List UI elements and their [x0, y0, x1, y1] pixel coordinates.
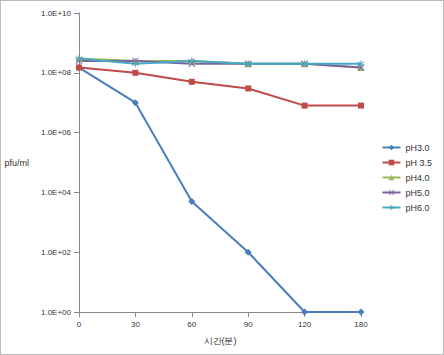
svg-text:90: 90	[244, 320, 253, 329]
svg-text:60: 60	[187, 320, 196, 329]
svg-text:시간(분): 시간(분)	[204, 336, 237, 346]
svg-text:120: 120	[298, 320, 312, 329]
svg-text:pH3.0: pH3.0	[405, 143, 429, 153]
svg-text:pfu/ml: pfu/ml	[4, 158, 29, 168]
svg-text:1.0E+08: 1.0E+08	[41, 68, 72, 77]
svg-text:0: 0	[77, 320, 82, 329]
svg-text:pH6.0: pH6.0	[405, 203, 429, 213]
svg-text:1.0E+02: 1.0E+02	[41, 248, 72, 257]
svg-text:30: 30	[131, 320, 140, 329]
svg-text:180: 180	[354, 320, 368, 329]
svg-text:1.0E+04: 1.0E+04	[41, 188, 72, 197]
svg-text:1.0E+06: 1.0E+06	[41, 128, 72, 137]
svg-text:pH4.0: pH4.0	[405, 173, 429, 183]
svg-text:pH5.0: pH5.0	[405, 188, 429, 198]
svg-text:1.0E+00: 1.0E+00	[41, 308, 72, 317]
svg-text:1.0E+10: 1.0E+10	[41, 9, 72, 18]
svg-text:pH 3.5: pH 3.5	[405, 158, 432, 168]
